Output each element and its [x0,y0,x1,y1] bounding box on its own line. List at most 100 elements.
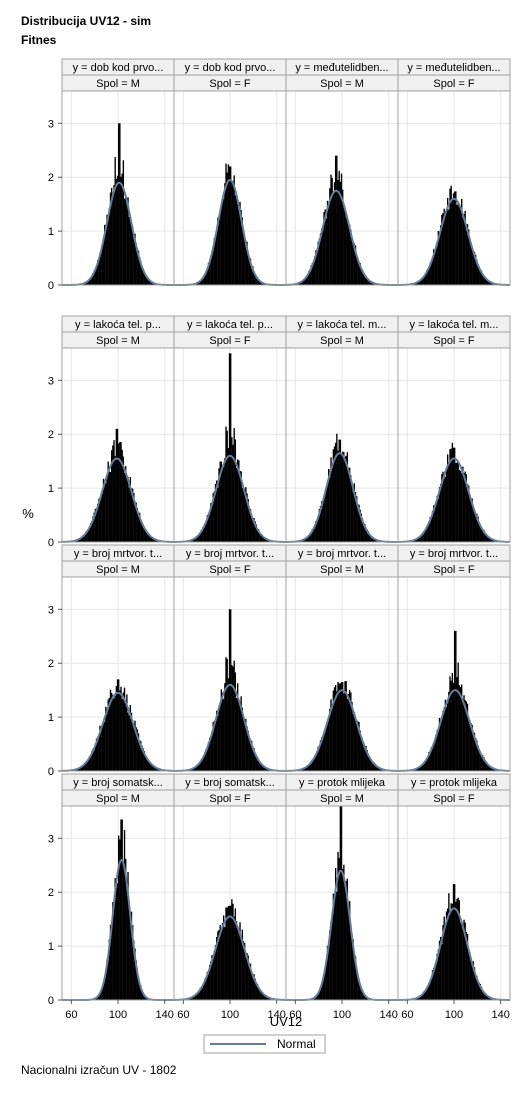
histogram-bar [469,951,471,1000]
histogram-bar [336,433,338,542]
histogram-bar [220,206,223,285]
histogram-bar [424,991,427,1000]
histogram-bar [315,250,317,285]
histogram-bar [448,209,450,285]
histogram-bar [195,993,197,1000]
histogram-bar [218,468,220,542]
histogram-bar [218,216,220,285]
x-tick-label: 100 [221,1009,239,1021]
histogram-bar [235,697,238,771]
histogram-bar [473,251,476,285]
histogram-bar [109,192,112,285]
histogram-bar [329,477,331,542]
histogram-bar [430,518,433,542]
histogram-bar [360,736,363,771]
histogram-bar [137,250,140,285]
histogram-bar [205,978,207,1000]
histogram-bar [316,995,318,1000]
histogram-bar [206,749,209,771]
histogram-bar [301,281,303,285]
histogram-bar [98,498,100,542]
histogram-bar [302,768,304,771]
panel-4-2: y = broj somatsk... Spol = F 60 100 140 [173,773,287,1021]
histogram-bar [465,701,468,771]
histogram-bar [267,996,269,1000]
histogram-bar [244,237,246,285]
panel-1-2: y = dob kod prvo... Spol = F [173,58,287,286]
histogram-bar [451,903,454,1000]
panel-3-4: y = broj mrtvor. t... Spol = F [397,544,511,772]
histogram-bar [364,275,366,285]
histogram-bar [212,249,214,285]
histogram-bar [343,693,345,771]
histogram-bar [106,214,108,285]
normal-curve [174,178,286,286]
histogram-bar [146,756,148,771]
histogram-bar [217,716,219,771]
histogram-bar [461,473,463,542]
histogram-bar [241,487,244,542]
histogram-bar [457,662,459,771]
histogram-bar [472,733,475,771]
histogram-bar [132,226,134,285]
histogram-bar [116,883,119,1000]
panel-variable-label: y = broj mrtvor. t... [410,548,498,560]
histogram-bar [462,701,464,771]
histogram-bar [198,282,200,285]
histogram-bar [365,745,367,771]
histogram-bar [361,518,364,542]
histogram-bar [343,864,345,1000]
x-tick-label: 100 [109,1009,127,1021]
histogram-bar [211,250,213,285]
histogram-bar [433,505,435,542]
histogram-bar [123,687,126,771]
histogram-bar [132,925,134,1000]
histogram-bar [342,451,344,542]
x-axis-label: UV12 [270,1014,303,1029]
histogram-bar [154,767,156,771]
histogram-bar [430,978,433,1000]
histogram-bar [430,263,433,285]
histogram-bar [457,202,459,285]
histogram-bar [149,279,151,285]
panel-1-4: y = međutelidben... Spol = F [397,58,511,286]
histogram-bar [471,965,473,1000]
histogram-bar [468,485,470,542]
histogram-bar [148,533,150,542]
histogram-bar [122,160,125,285]
histogram-bar [128,487,130,542]
histogram-bar [332,449,335,542]
histogram-bar [223,915,225,1000]
histogram-bar [130,712,133,771]
histogram-bar [253,272,255,285]
histogram-bar [330,699,332,771]
histogram-bar [476,975,478,1000]
panel-sex-label: Spol = M [320,78,364,90]
histogram-bar [224,683,226,771]
histogram-bar [100,729,102,771]
histogram-bar [437,231,440,285]
histogram-bar [119,442,121,542]
histogram-bar [454,191,456,285]
histogram-bar [487,280,490,285]
histogram-bar [128,901,130,1000]
histogram-bar [310,265,312,285]
histogram-bar [345,881,347,1000]
histogram-bar [438,487,441,542]
histogram-bar [111,693,113,771]
histogram-bar [88,279,91,285]
panel-variable-label: y = lakoća tel. p... [75,319,161,331]
footnote: Nacionalni izračun UV - 1802 [21,1063,177,1077]
histogram-bar [239,705,241,771]
histogram-bar [480,528,483,542]
histogram-bar [326,200,329,285]
histogram-bar [240,471,242,542]
histogram-bar [371,760,373,771]
histogram-bar [380,768,382,771]
histogram-bar [359,263,361,285]
histogram-bar [122,864,125,1000]
histogram-bar [330,921,332,1000]
histogram-bar [364,523,366,542]
x-tick-label: 60 [177,1009,189,1021]
histogram-bar [417,281,420,285]
